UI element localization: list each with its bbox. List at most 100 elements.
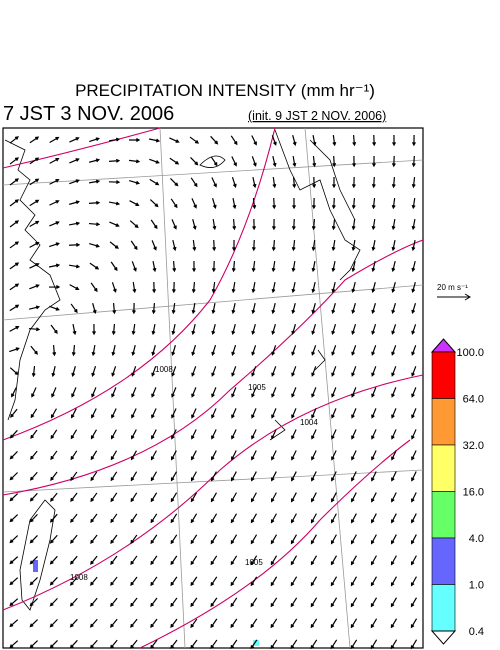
wind-arrow	[211, 324, 216, 336]
wind-arrow	[29, 598, 38, 607]
wind-arrow	[391, 366, 397, 377]
wind-arrow	[271, 218, 276, 231]
wind-arrow	[350, 576, 358, 587]
wind-arrow	[170, 576, 178, 587]
wind-arrow	[231, 177, 237, 188]
wind-arrow	[251, 345, 257, 356]
wind-arrow	[210, 576, 218, 587]
wind-arrow	[390, 618, 398, 629]
wind-arrow	[312, 176, 317, 189]
wind-arrow	[251, 239, 256, 252]
wind-arrow	[410, 576, 417, 587]
wind-arrow	[110, 513, 118, 524]
wind-arrow	[49, 640, 58, 649]
wind-arrow	[291, 471, 297, 482]
wind-arrow	[311, 387, 317, 398]
wind-arrow	[252, 197, 257, 210]
wind-arrow	[88, 222, 101, 227]
wind-arrow	[29, 284, 40, 290]
wind-arrow	[330, 576, 338, 587]
wind-arrow	[391, 324, 397, 335]
wind-arrow	[250, 618, 258, 629]
wind-arrow	[49, 221, 60, 227]
wind-arrow	[190, 177, 198, 188]
wind-arrow	[91, 387, 97, 398]
wind-arrow	[9, 347, 20, 353]
wind-arrow	[149, 199, 159, 208]
wind-arrow	[331, 303, 336, 315]
wind-arrow	[211, 281, 216, 294]
wind-arrow	[89, 597, 98, 607]
wind-arrow	[311, 513, 317, 524]
wind-arrow	[210, 492, 218, 503]
wind-arrow	[232, 218, 237, 231]
wind-arrow	[250, 534, 258, 545]
wind-arrow	[271, 345, 277, 356]
wind-arrow	[210, 135, 219, 145]
wind-arrow	[108, 180, 121, 185]
wind-arrow	[390, 555, 397, 566]
wind-arrow	[350, 534, 357, 545]
colorbar-label: 0.4	[469, 626, 484, 638]
wind-arrow	[410, 639, 418, 650]
wind-arrow	[291, 239, 296, 252]
wind-arrow	[371, 534, 377, 545]
wind-arrow	[251, 302, 256, 315]
wind-arrow	[330, 618, 338, 629]
wind-arrow	[230, 576, 238, 587]
title: PRECIPITATION INTENSITY (mm hr⁻¹)	[75, 81, 375, 100]
wind-arrow	[190, 513, 198, 524]
wind-arrow	[210, 513, 218, 524]
wind-arrow	[331, 450, 337, 461]
wind-arrow	[331, 218, 336, 231]
wind-arrow	[132, 281, 137, 294]
wind-arrow	[110, 597, 118, 607]
wind-arrow	[391, 513, 397, 524]
wind-arrow	[391, 155, 396, 168]
wind-arrow	[170, 534, 178, 545]
wind-arrow	[271, 492, 277, 503]
wind-arrow	[108, 137, 121, 142]
wind-arrow	[351, 408, 357, 419]
wind-arrow	[9, 220, 20, 228]
wind-arrow	[130, 450, 137, 461]
wind-arrow	[391, 239, 396, 252]
wind-arrow	[231, 345, 237, 356]
wind-arrow	[371, 366, 377, 377]
wind-arrow	[231, 450, 237, 461]
wind-arrow	[211, 177, 217, 188]
wind-arrow	[130, 597, 138, 607]
wind-arrow	[29, 136, 40, 144]
wind-arrow	[90, 534, 98, 544]
wind-arrow	[71, 366, 76, 378]
wind-arrow	[90, 429, 97, 440]
wind-arrow	[292, 176, 297, 189]
wind-arrow	[69, 597, 78, 607]
wind-arrow	[211, 429, 217, 440]
wind-arrow	[9, 262, 20, 270]
wind-arrow	[371, 324, 377, 335]
wind-arrow	[191, 302, 196, 315]
wind-arrow	[311, 303, 316, 315]
wind-arrow	[230, 534, 238, 545]
wind-arrow	[251, 429, 257, 440]
wind-arrow	[391, 345, 397, 356]
wind-arrow	[331, 239, 336, 252]
wind-arrow	[111, 387, 117, 398]
wind-arrow	[411, 534, 417, 545]
wind-arrow	[170, 597, 178, 608]
wind-arrow	[291, 260, 296, 273]
wind-arrow	[28, 305, 41, 310]
wind-arrow	[311, 492, 317, 503]
wind-arrow	[28, 327, 41, 332]
wind-arrow	[391, 303, 397, 314]
wind-arrow	[190, 471, 197, 482]
wind-arrow	[350, 555, 357, 566]
wind-arrow	[9, 619, 19, 628]
wind-arrow	[149, 178, 160, 186]
wind-arrow	[130, 534, 138, 545]
wind-arrow	[271, 260, 276, 273]
wind-arrow	[270, 618, 278, 629]
wind-arrow	[29, 513, 38, 523]
wind-arrow	[371, 387, 377, 398]
